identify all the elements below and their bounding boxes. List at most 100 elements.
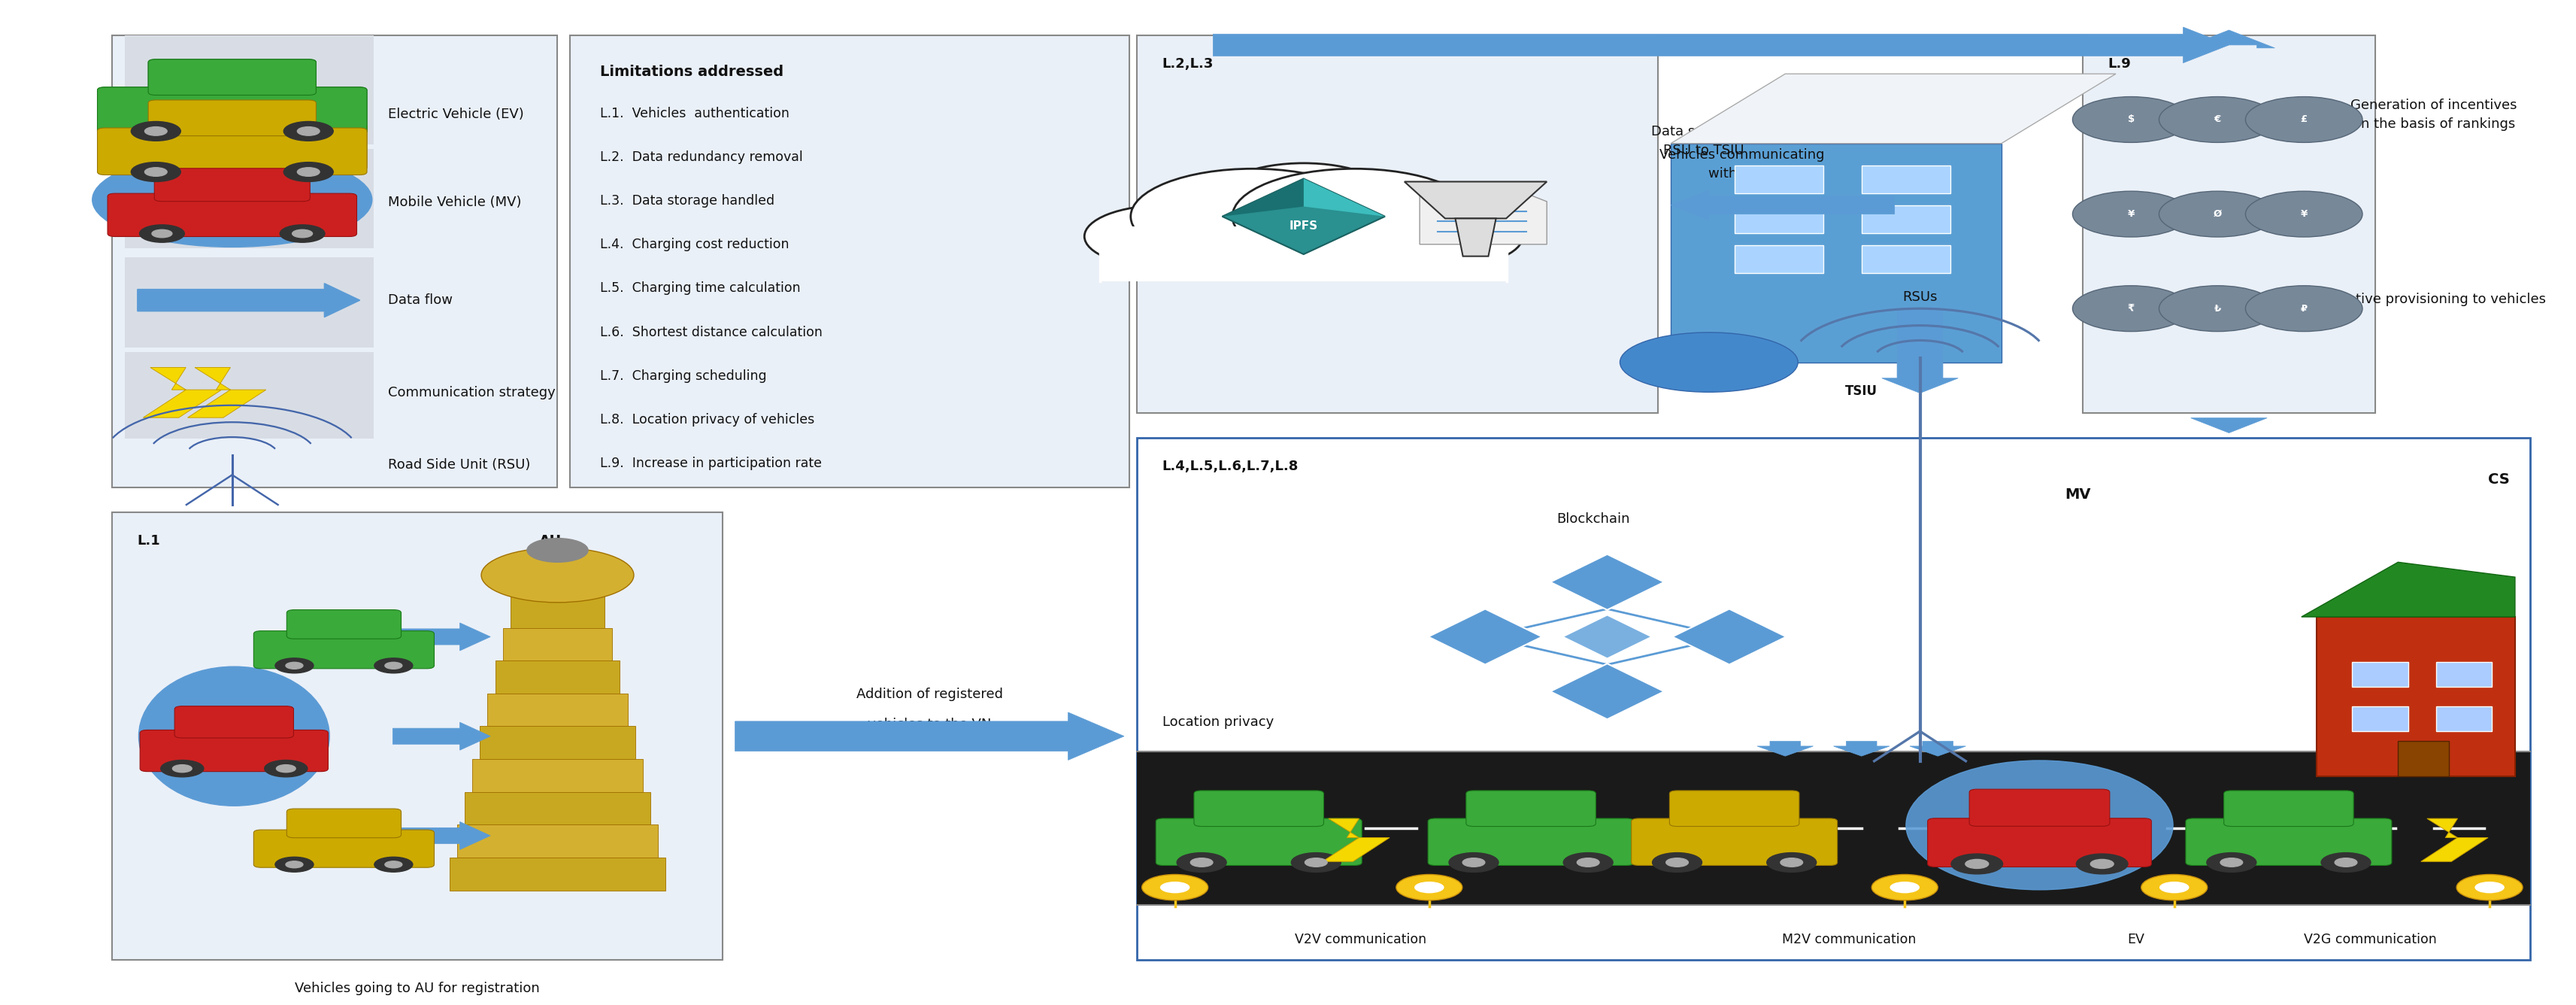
Bar [1734,205,1824,233]
Circle shape [1873,874,1937,900]
Polygon shape [1564,615,1651,658]
Bar [448,857,665,890]
Polygon shape [1427,609,1543,664]
Text: M2V communication: M2V communication [1783,933,1917,947]
FancyBboxPatch shape [1157,818,1363,865]
FancyBboxPatch shape [1136,438,2530,960]
Text: RSUs: RSUs [1904,290,1937,304]
Text: TSIU: TSIU [1844,385,1878,398]
Circle shape [160,760,204,777]
FancyBboxPatch shape [149,95,317,132]
Polygon shape [1221,179,1386,254]
Text: EV: EV [2128,933,2146,947]
Bar [456,825,657,857]
FancyArrow shape [1883,309,1958,393]
Circle shape [131,158,180,177]
Text: L.6.  Shortest distance calculation: L.6. Shortest distance calculation [600,326,822,339]
FancyArrow shape [1672,190,1893,220]
Circle shape [2208,852,2257,872]
FancyBboxPatch shape [1631,818,1837,865]
Circle shape [2321,852,2370,872]
FancyArrow shape [1757,742,1814,756]
Text: L.1: L.1 [137,535,160,548]
Bar [1100,226,1507,281]
Text: Blockchain: Blockchain [1556,513,1631,526]
Circle shape [2159,881,2190,893]
Bar [495,660,621,693]
FancyArrow shape [1909,742,1965,756]
FancyBboxPatch shape [1195,791,1324,826]
FancyBboxPatch shape [1466,791,1595,826]
Polygon shape [1455,218,1497,256]
Text: Data send from
RSU to TSIU: Data send from RSU to TSIU [1651,125,1757,157]
Ellipse shape [1620,333,1798,392]
Circle shape [131,122,180,141]
Text: L.9: L.9 [2107,57,2130,70]
Circle shape [1177,852,1226,872]
Circle shape [296,127,319,136]
Text: vehicles to the VN: vehicles to the VN [868,718,992,732]
Circle shape [2246,285,2362,332]
Text: Electric Vehicle (EV): Electric Vehicle (EV) [389,108,523,122]
Circle shape [1365,205,1522,267]
Bar [1862,166,1950,193]
Circle shape [291,229,312,237]
Ellipse shape [93,153,371,247]
Circle shape [1396,874,1463,900]
FancyArrow shape [2184,30,2275,48]
Text: MV: MV [2066,487,2092,501]
Text: ¥: ¥ [2300,209,2308,219]
FancyBboxPatch shape [569,35,1128,487]
Text: Incentive provisioning to vehicles: Incentive provisioning to vehicles [2318,292,2545,307]
Circle shape [1448,852,1499,872]
FancyBboxPatch shape [1136,35,1659,413]
FancyArrow shape [392,822,489,849]
Polygon shape [2421,818,2488,861]
Circle shape [1190,858,1213,866]
Polygon shape [188,368,265,418]
Circle shape [1159,881,1190,893]
Circle shape [1564,852,1613,872]
FancyBboxPatch shape [98,124,366,171]
Bar [510,595,605,628]
Text: €: € [2213,115,2221,125]
Text: Limitations addressed: Limitations addressed [600,65,783,79]
Text: L.9.  Increase in participation rate: L.9. Increase in participation rate [600,456,822,470]
Circle shape [1463,858,1484,866]
Circle shape [2458,874,2522,900]
Circle shape [384,662,402,669]
Circle shape [144,127,167,136]
FancyBboxPatch shape [1968,789,2110,826]
Circle shape [1141,191,1324,262]
Circle shape [281,225,325,242]
FancyBboxPatch shape [149,100,317,136]
Circle shape [1231,169,1476,264]
Bar [2398,742,2450,776]
FancyArrow shape [2190,418,2267,433]
FancyBboxPatch shape [175,707,294,738]
Circle shape [2074,191,2190,237]
Polygon shape [144,368,222,418]
Text: Communication strategy: Communication strategy [389,386,556,399]
Circle shape [2074,96,2190,143]
Text: Road Side Unit (RSU): Road Side Unit (RSU) [389,458,531,471]
Bar [1862,245,1950,272]
Text: L.8.  Location privacy of vehicles: L.8. Location privacy of vehicles [600,413,814,426]
FancyBboxPatch shape [98,128,366,175]
FancyBboxPatch shape [1669,791,1798,826]
Ellipse shape [139,666,330,806]
FancyBboxPatch shape [98,87,366,135]
Polygon shape [1404,182,1546,218]
Text: Data flow: Data flow [389,293,453,307]
Circle shape [2246,191,2362,237]
Bar [1862,205,1950,233]
Circle shape [1891,881,1919,893]
FancyArrow shape [392,723,489,750]
Polygon shape [1551,663,1664,720]
Ellipse shape [1906,761,2174,889]
FancyBboxPatch shape [111,35,556,487]
Circle shape [2092,859,2115,868]
Circle shape [283,162,332,182]
Text: L.4,L.5,L.6,L.7,L.8: L.4,L.5,L.6,L.7,L.8 [1162,459,1298,473]
Circle shape [286,861,304,868]
